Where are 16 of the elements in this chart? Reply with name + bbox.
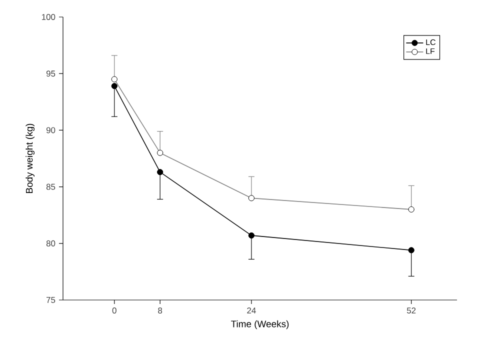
y-tick-label: 95 [46,70,56,77]
y-tick-label: 75 [46,297,56,303]
point [248,232,254,239]
y-tick-label: 100 [42,14,56,20]
x-axis-title: Time (Weeks) [231,320,289,330]
x-tick-label: 24 [247,308,256,314]
y-tick-label: 80 [46,240,56,246]
point [157,169,164,176]
x-tick-label: 0 [112,308,116,314]
y-tick-label: 90 [46,127,56,134]
point [408,247,414,254]
x-tick-label: 8 [158,308,162,314]
point [111,83,118,90]
y-axis-title: Body weight (kg) [26,124,35,193]
x-tick-label: 52 [406,308,416,314]
y-tick-label: 85 [46,184,56,190]
